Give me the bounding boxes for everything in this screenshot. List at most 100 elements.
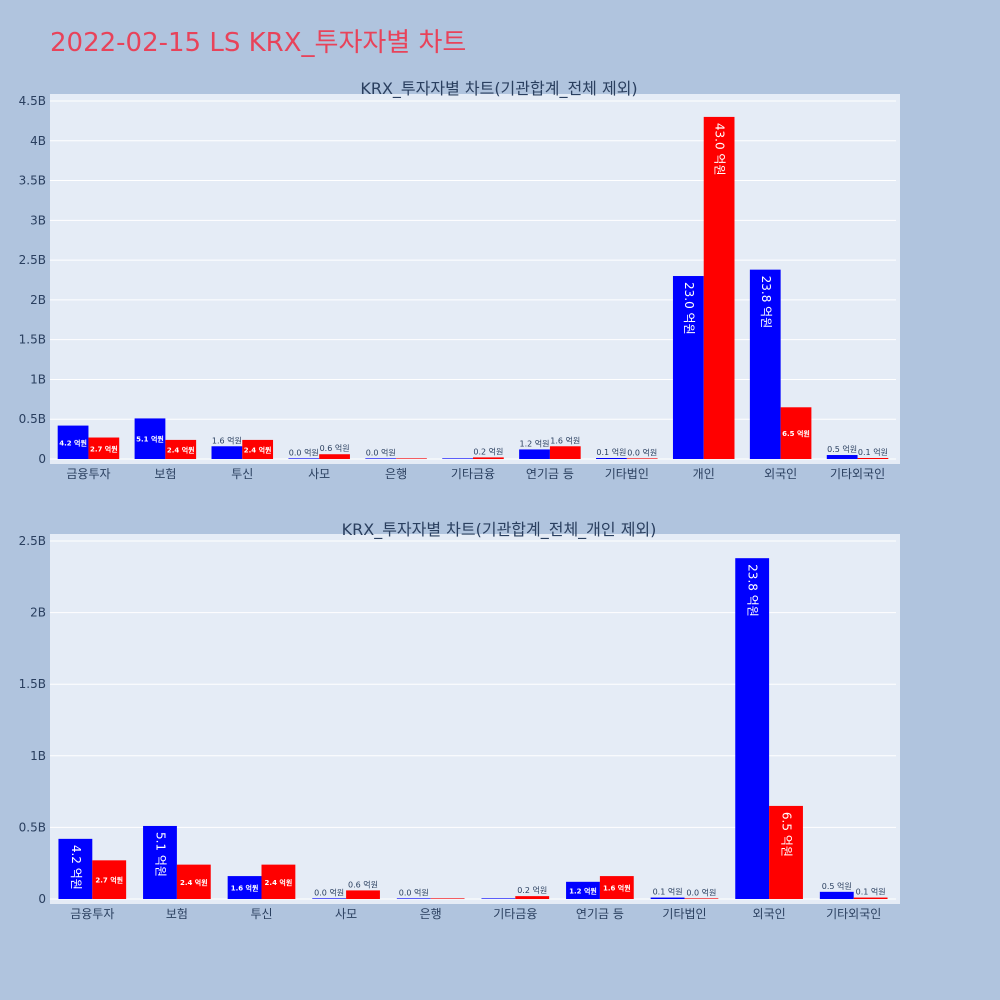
x-tick-label: 기타외국인 xyxy=(830,467,885,481)
bar-sell xyxy=(346,890,380,899)
bar-value-label: 0.0 억원 xyxy=(289,447,319,457)
bar-value-label: 5.1 억원 xyxy=(136,435,164,444)
bar-value-label: 0.0 억원 xyxy=(314,887,344,897)
bar-value-label: 0.2 억원 xyxy=(473,446,503,456)
bar-buy xyxy=(134,418,166,459)
bar-value-label: 0.0 억원 xyxy=(366,447,396,457)
y-tick-label: 4.5B xyxy=(19,94,46,108)
bar-buy xyxy=(650,897,685,899)
bar-buy xyxy=(288,458,320,459)
bar-buy xyxy=(481,898,516,899)
x-tick-label: 투신 xyxy=(231,467,253,481)
x-tick-label: 투신 xyxy=(250,907,272,921)
bar-sell xyxy=(626,458,658,459)
bar-value-label: 1.6 억원 xyxy=(212,435,242,445)
bar-buy xyxy=(596,458,627,459)
x-tick-label: 외국인 xyxy=(753,907,786,921)
bar-value-label: 23.8 억원 xyxy=(759,276,773,329)
bar-value-label: 2.4 억원 xyxy=(244,445,272,454)
y-tick-label: 3.5B xyxy=(19,174,46,188)
bar-buy xyxy=(396,898,431,899)
bar-sell xyxy=(242,439,274,459)
bar-value-label: 0.6 억원 xyxy=(348,879,378,889)
bar-value-label: 0.0 억원 xyxy=(399,887,429,897)
x-tick-label: 보험 xyxy=(154,467,176,481)
bar-sell xyxy=(599,876,634,899)
bar-buy xyxy=(826,455,858,459)
bar-value-label: 2.4 억원 xyxy=(180,878,208,887)
x-tick-label: 기타법인 xyxy=(662,907,706,921)
chart-institutional-excluding-individual: KRX_투자자별 차트(기관합계_전체_개인 제외) 0 0.5B 1B 1.5B 2B 2… xyxy=(19,520,900,921)
bar-sell xyxy=(88,437,120,459)
x-tick-label: 사모 xyxy=(335,907,357,921)
bar-sell xyxy=(92,860,127,899)
bar-sell xyxy=(857,458,889,459)
x-tick-label: 은행 xyxy=(385,466,407,481)
x-tick-label: 기타금융 xyxy=(451,467,495,481)
bar-value-label: 23.8 억원 xyxy=(746,564,760,617)
bar-value-label: 5.1 억원 xyxy=(153,832,167,877)
y-tick-label: 2B xyxy=(30,606,46,620)
bar-buy xyxy=(227,876,262,899)
x-tick-label: 연기금 등 xyxy=(576,907,624,921)
bar-value-label: 0.1 억원 xyxy=(856,887,886,897)
bar-sell xyxy=(684,898,719,899)
y-tick-label: 1B xyxy=(30,749,46,763)
bar-value-label: 23.0 억원 xyxy=(682,282,696,335)
bar-buy xyxy=(735,558,770,899)
y-tick-label: 3B xyxy=(30,213,46,227)
y-tick-label: 1.5B xyxy=(19,677,46,691)
bar-sell xyxy=(853,897,888,899)
bar-sell xyxy=(473,457,504,459)
bar-sell xyxy=(165,439,197,459)
y-tick-label: 0 xyxy=(38,892,46,906)
bar-buy xyxy=(442,458,473,459)
bar-value-label: 0.1 억원 xyxy=(858,447,888,457)
bar-sell xyxy=(549,446,581,459)
x-tick-label: 금융투자 xyxy=(70,907,114,921)
bar-buy xyxy=(143,825,177,899)
bar-buy xyxy=(57,425,89,459)
bar-value-label: 0.6 억원 xyxy=(320,443,350,453)
bar-sell xyxy=(769,805,803,899)
x-tick-label: 기타외국인 xyxy=(826,907,881,921)
bar-value-label: 0.2 억원 xyxy=(517,885,547,895)
bar-buy xyxy=(749,269,781,459)
bar-value-label: 6.5 억원 xyxy=(780,812,794,857)
bar-buy xyxy=(312,898,347,899)
bar-buy xyxy=(365,458,397,459)
chart-institutional-excluding-total: KRX_투자자별 차트(기관합계_전체 제외) 0 0.5B 1B 1.5B 2B 2.5B… xyxy=(19,79,900,481)
bar-buy xyxy=(819,891,854,899)
bar-value-label: 0.0 억원 xyxy=(686,887,716,897)
x-tick-label: 은행 xyxy=(420,906,442,921)
bar-value-label: 0.5 억원 xyxy=(822,881,852,891)
bar-sell xyxy=(430,898,465,899)
x-tick-label: 사모 xyxy=(308,467,330,481)
bar-value-label: 43.0 억원 xyxy=(713,123,727,176)
x-tick-label: 연기금 등 xyxy=(526,467,574,481)
y-tick-label: 1.5B xyxy=(19,333,46,347)
bar-value-label: 4.2 억원 xyxy=(69,845,83,890)
bar-value-label: 1.6 억원 xyxy=(550,435,580,445)
bar-value-label: 0.5 억원 xyxy=(827,444,857,454)
chart-title: KRX_투자자별 차트(기관합계_전체_개인 제외) xyxy=(342,520,657,540)
bar-sell xyxy=(319,454,350,459)
bar-value-label: 1.6 억원 xyxy=(603,884,631,893)
x-tick-label: 금융투자 xyxy=(66,467,110,481)
y-tick-label: 1B xyxy=(30,372,46,386)
x-tick-label: 개인 xyxy=(693,467,715,481)
bar-value-label: 1.2 억원 xyxy=(520,438,550,448)
y-tick-label: 0 xyxy=(38,452,46,466)
bar-sell xyxy=(515,896,550,899)
x-tick-label: 기타금융 xyxy=(493,907,537,921)
bar-sell xyxy=(176,864,211,899)
bar-buy xyxy=(58,838,93,899)
bar-buy xyxy=(566,881,600,899)
bar-sell xyxy=(780,407,812,459)
bar-buy xyxy=(519,449,550,459)
y-tick-label: 0.5B xyxy=(19,820,46,834)
bar-value-label: 6.5 억원 xyxy=(782,429,810,438)
bar-value-label: 0.1 억원 xyxy=(596,447,626,457)
chart-title: KRX_투자자별 차트(기관합계_전체 제외) xyxy=(360,79,637,99)
x-tick-label: 보험 xyxy=(166,907,188,921)
